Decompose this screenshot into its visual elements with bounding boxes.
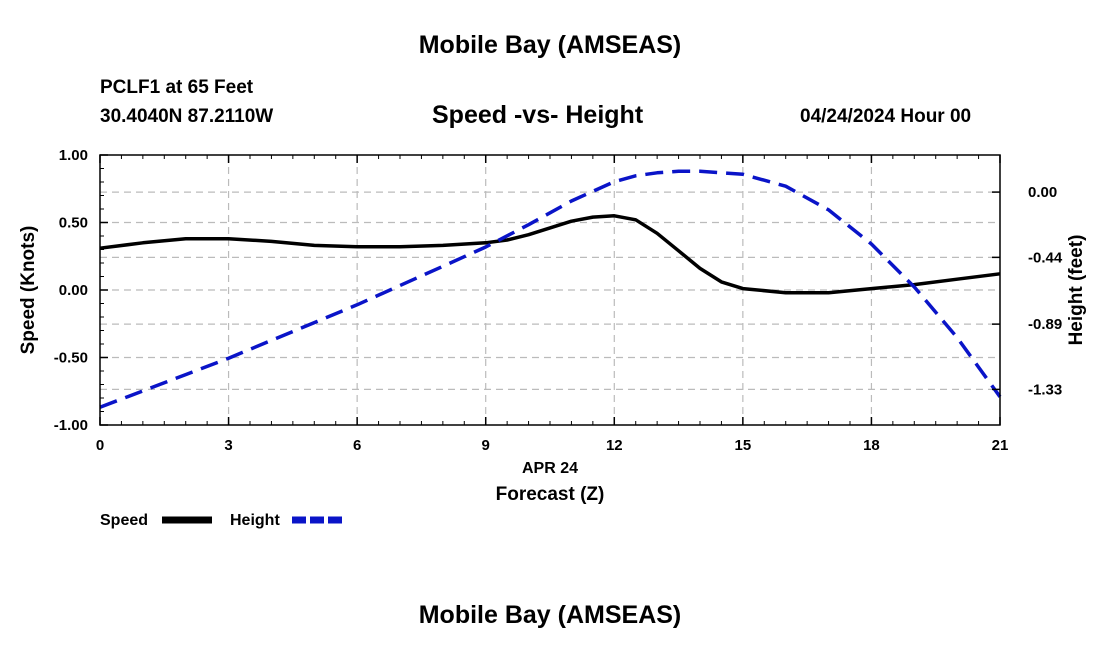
y-tick-label: 0.00 [59,282,88,299]
coordinates-label: 30.4040N 87.2110W [100,106,274,127]
y2-tick-label: -1.33 [1028,381,1062,398]
legend-speed-label: Speed [100,512,148,529]
legend-height-label: Height [230,512,280,529]
speed-line [99,214,1001,295]
y-tick-label: -1.00 [54,417,88,434]
x-tick-label: 18 [863,437,880,454]
legend: Speed Height [100,512,342,529]
y-axis-label: Speed (Knots) [18,226,39,355]
height-line [99,169,1002,409]
y2-tick-label: 0.00 [1028,184,1057,201]
x-tick-label: 12 [606,437,623,454]
series-layer [99,169,1002,409]
x-date-label: APR 24 [522,460,578,477]
forecast-date-label: 04/24/2024 Hour 00 [800,106,972,127]
x-tick-label: 0 [96,437,104,454]
y2-axis-label: Height (feet) [1066,235,1087,346]
x-tick-label: 3 [224,437,232,454]
chart-title-bottom: Mobile Bay (AMSEAS) [418,601,682,629]
x-tick-label: 9 [482,437,490,454]
chart-subtitle: Speed -vs- Height [432,101,644,129]
x-tick-label: 6 [353,437,361,454]
y-tick-label: 1.00 [59,147,88,164]
y-tick-label: -0.50 [54,350,88,367]
station-label: PCLF1 at 65 Feet [100,77,254,98]
x-tick-label: 21 [992,437,1009,454]
y-tick-label: 0.50 [59,215,88,232]
y2-tick-label: -0.89 [1028,316,1062,333]
x-axis-label: Forecast (Z) [496,484,605,505]
x-tick-label: 15 [735,437,752,454]
chart-title-top: Mobile Bay (AMSEAS) [418,31,682,59]
tick-layer: 0 3 6 9 12 15 18 21 -1.00 -0.50 0.00 0.50 1.00 -1.33 -… [54,147,1063,454]
grid-layer [100,155,1000,425]
y2-tick-label: -0.44 [1028,249,1063,266]
label-layer: APR 24 Forecast (Z) Speed (Knots) Height… [18,226,1087,505]
